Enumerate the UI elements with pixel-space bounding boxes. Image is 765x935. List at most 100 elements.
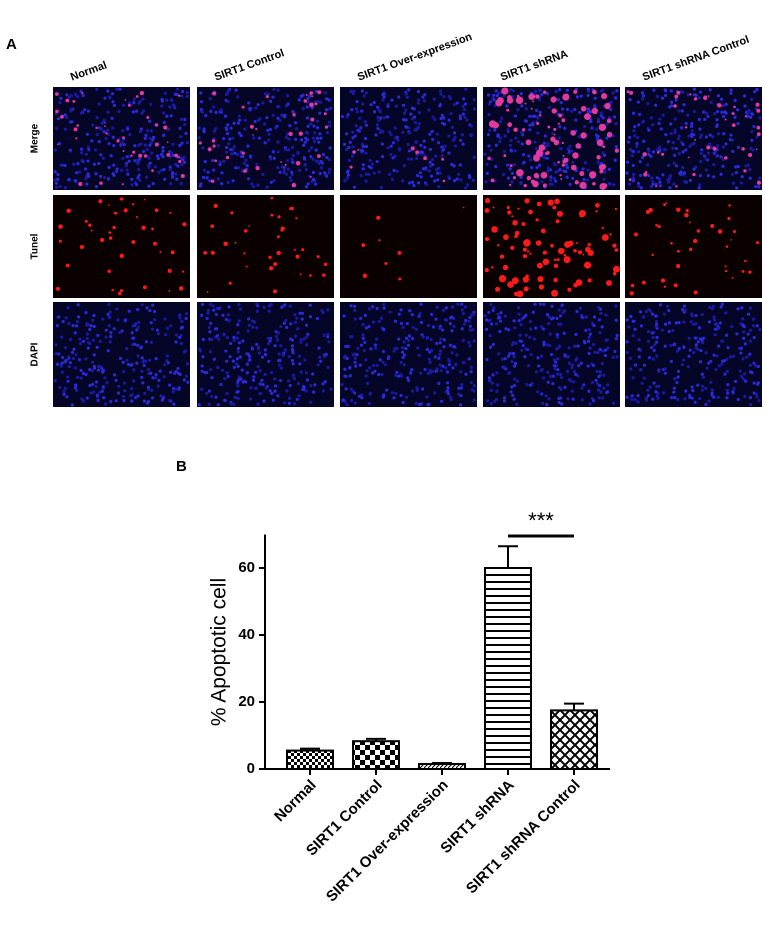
nucleus bbox=[309, 155, 313, 159]
tunel-spot bbox=[755, 148, 758, 151]
nucleus bbox=[224, 145, 229, 150]
tunel-spot bbox=[551, 289, 559, 297]
nucleus bbox=[506, 163, 510, 167]
column-label: SIRT1 Control bbox=[213, 47, 286, 83]
nucleus bbox=[658, 148, 662, 153]
tunel-spot bbox=[100, 237, 105, 243]
nucleus bbox=[709, 359, 713, 363]
nucleus bbox=[446, 386, 450, 390]
nucleus bbox=[236, 384, 240, 388]
nucleus bbox=[129, 363, 133, 367]
nucleus bbox=[171, 175, 175, 179]
tunel-spot bbox=[673, 283, 678, 288]
nucleus bbox=[741, 377, 745, 381]
nucleus bbox=[687, 354, 691, 358]
tunel-spot bbox=[212, 144, 216, 148]
nucleus bbox=[555, 364, 559, 368]
nucleus bbox=[570, 363, 575, 367]
nucleus bbox=[132, 97, 137, 101]
nucleus bbox=[345, 403, 349, 407]
nucleus bbox=[344, 344, 348, 349]
nucleus bbox=[596, 119, 600, 124]
nucleus bbox=[325, 130, 330, 135]
nucleus bbox=[597, 374, 601, 379]
tunel-spot bbox=[503, 154, 507, 158]
nucleus bbox=[285, 389, 289, 393]
nucleus bbox=[443, 144, 447, 148]
nucleus bbox=[231, 136, 235, 140]
nucleus bbox=[486, 132, 491, 137]
nucleus bbox=[223, 377, 227, 381]
tunel-spot bbox=[284, 163, 287, 166]
nucleus bbox=[519, 322, 523, 327]
nucleus bbox=[386, 357, 391, 361]
nucleus bbox=[148, 358, 152, 362]
nucleus bbox=[73, 331, 77, 335]
nucleus bbox=[444, 318, 449, 322]
nucleus bbox=[720, 362, 724, 366]
nucleus bbox=[500, 357, 505, 361]
nucleus bbox=[489, 388, 494, 392]
nucleus bbox=[703, 117, 707, 122]
nucleus bbox=[700, 388, 705, 392]
nucleus bbox=[519, 92, 523, 96]
nucleus bbox=[224, 349, 228, 353]
tunel-spot bbox=[139, 90, 145, 96]
tunel-spot bbox=[295, 160, 301, 166]
nucleus bbox=[111, 100, 115, 104]
tunel-spot bbox=[676, 249, 680, 253]
nucleus bbox=[112, 163, 116, 167]
nucleus bbox=[520, 348, 524, 352]
tunel-spot bbox=[511, 277, 519, 285]
nucleus bbox=[266, 336, 271, 340]
nucleus bbox=[740, 306, 744, 310]
nucleus bbox=[700, 372, 704, 376]
nucleus bbox=[246, 329, 250, 333]
nucleus bbox=[661, 173, 665, 177]
nucleus bbox=[533, 140, 537, 144]
nucleus bbox=[365, 381, 370, 385]
nucleus bbox=[351, 91, 355, 96]
nucleus bbox=[655, 354, 659, 358]
nucleus bbox=[586, 110, 590, 114]
nucleus bbox=[393, 347, 397, 351]
nucleus bbox=[376, 105, 380, 109]
nucleus bbox=[296, 382, 301, 386]
nucleus bbox=[154, 373, 158, 377]
nucleus bbox=[404, 125, 409, 129]
tunel-spot bbox=[349, 165, 353, 169]
nucleus bbox=[528, 114, 532, 118]
nucleus bbox=[88, 341, 92, 346]
nucleus bbox=[252, 320, 257, 324]
tunel-spot bbox=[584, 113, 591, 121]
nucleus bbox=[717, 364, 721, 368]
tunel-spot bbox=[492, 206, 495, 209]
nucleus bbox=[520, 104, 524, 108]
nucleus bbox=[458, 163, 462, 167]
nucleus bbox=[684, 148, 688, 152]
tunel-spot bbox=[298, 131, 304, 136]
nucleus bbox=[630, 394, 634, 398]
nucleus bbox=[676, 369, 681, 373]
nucleus bbox=[286, 159, 290, 163]
nucleus bbox=[592, 315, 597, 319]
nucleus bbox=[363, 340, 367, 344]
nucleus bbox=[140, 375, 144, 380]
nucleus bbox=[287, 379, 291, 383]
nucleus bbox=[268, 339, 272, 343]
nucleus bbox=[516, 108, 520, 112]
nucleus bbox=[510, 180, 514, 184]
nucleus bbox=[753, 90, 757, 94]
nucleus bbox=[452, 131, 457, 135]
nucleus bbox=[635, 141, 639, 146]
nucleus bbox=[371, 371, 375, 375]
nucleus bbox=[268, 127, 272, 132]
nucleus bbox=[156, 156, 161, 161]
nucleus bbox=[515, 379, 520, 383]
nucleus bbox=[431, 162, 435, 167]
tunel-spot bbox=[177, 156, 180, 159]
nucleus bbox=[342, 314, 346, 318]
nucleus bbox=[625, 318, 629, 322]
nucleus bbox=[421, 95, 425, 99]
tunel-spot bbox=[552, 205, 557, 210]
